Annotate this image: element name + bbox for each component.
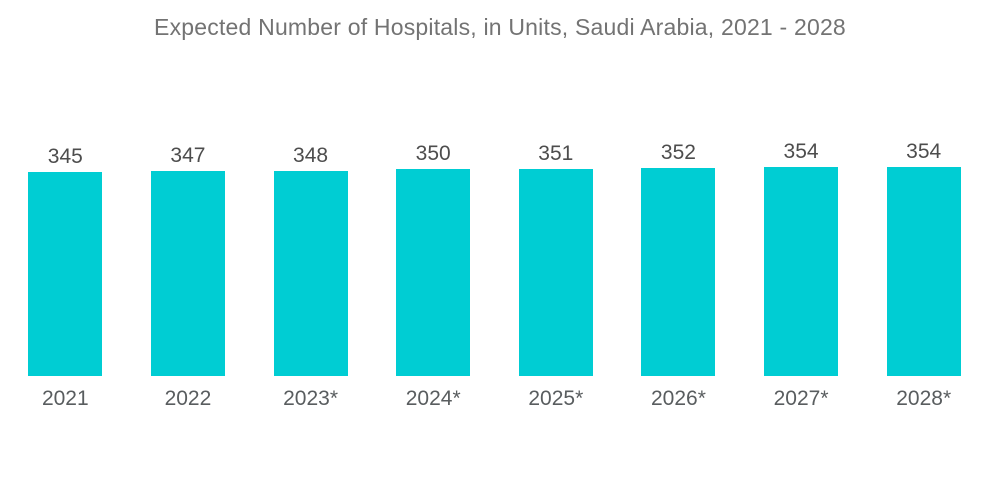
- bar: [28, 172, 103, 376]
- bar-column: 347 2022: [127, 0, 250, 420]
- bar-column: 352 2026*: [617, 0, 740, 420]
- category-label: 2022: [164, 386, 212, 410]
- value-label: 345: [47, 145, 83, 169]
- bar: [150, 171, 225, 376]
- value-label: 350: [415, 142, 451, 166]
- bar-column: 345 2021: [4, 0, 127, 420]
- value-label: 354: [783, 140, 819, 163]
- bar: [886, 167, 961, 376]
- category-label: 2027*: [773, 386, 829, 410]
- bar: [396, 169, 471, 376]
- chart-title: Expected Number of Hospitals, in Units, …: [154, 14, 846, 40]
- value-label: 348: [293, 143, 329, 167]
- category-label: 2028*: [896, 386, 952, 410]
- bar-column: 354 2028*: [862, 0, 985, 420]
- category-label: 2024*: [405, 386, 461, 410]
- value-label: 354: [906, 140, 942, 163]
- bar: [273, 170, 348, 376]
- category-label: 2026*: [650, 386, 706, 410]
- bar-chart: 345 2021 347 2022 348 2023* 350 2024* 351 2025* 35…: [4, 0, 985, 420]
- bar-column: 350 2024*: [372, 0, 495, 420]
- bar: [641, 168, 716, 376]
- category-label: 2023*: [283, 386, 338, 410]
- bar: [764, 167, 839, 376]
- value-label: 351: [538, 141, 574, 165]
- bar: [518, 168, 593, 376]
- category-label: 2025*: [528, 386, 584, 410]
- bar-column: 354 2027*: [740, 0, 863, 420]
- bar-column: 348 2023*: [249, 0, 372, 420]
- category-label: 2021: [41, 386, 89, 410]
- value-label: 347: [170, 144, 206, 168]
- value-label: 352: [660, 141, 696, 165]
- bar-column: 351 2025*: [495, 0, 618, 420]
